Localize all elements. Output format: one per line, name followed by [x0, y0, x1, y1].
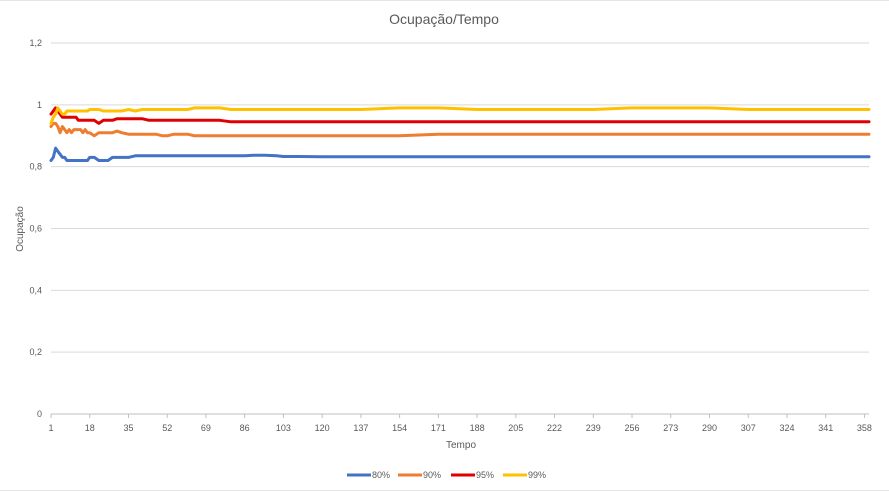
series-lines — [49, 106, 871, 162]
x-tick-label: 358 — [857, 423, 872, 433]
legend-label: 90% — [423, 470, 441, 480]
series-line-95pct — [49, 106, 871, 125]
y-axis-title: Ocupação — [15, 206, 26, 252]
y-tick-label: 1 — [37, 100, 42, 110]
x-tick-label: 222 — [547, 423, 562, 433]
x-tick-label: 239 — [586, 423, 601, 433]
x-tick-label: 273 — [663, 423, 678, 433]
x-tick-label: 290 — [702, 423, 717, 433]
series-line-90pct — [49, 121, 871, 138]
x-axis-tick-labels: 1 18 35 52 69 86 103 120 137 154 171 188 205 222 239 25… — [48, 414, 872, 433]
x-tick-label: 171 — [431, 423, 446, 433]
x-tick-label: 205 — [508, 423, 523, 433]
chart-title: Ocupação/Tempo — [389, 11, 499, 27]
top-border — [0, 0, 889, 1]
x-tick-label: 69 — [201, 423, 211, 433]
x-tick-label: 154 — [392, 423, 407, 433]
x-tick-label: 18 — [85, 423, 95, 433]
x-tick-label: 52 — [162, 423, 172, 433]
x-tick-label: 307 — [741, 423, 756, 433]
x-axis-title: Tempo — [446, 440, 476, 451]
legend-label: 95% — [476, 470, 494, 480]
x-tick-label: 341 — [818, 423, 833, 433]
x-tick-label: 120 — [315, 423, 330, 433]
y-tick-label: 0,8 — [29, 162, 42, 172]
y-tick-label: 0,2 — [29, 347, 42, 357]
x-tick-label: 103 — [276, 423, 291, 433]
legend-label: 80% — [372, 470, 390, 480]
x-tick-label: 35 — [123, 423, 133, 433]
x-tick-label: 86 — [240, 423, 250, 433]
legend: 80% 90% 95% 99% — [347, 470, 546, 480]
y-axis-tick-labels: 0 0,2 0,4 0,6 0,8 1 1,2 — [29, 38, 42, 419]
x-tick-label: 1 — [48, 423, 53, 433]
gridlines — [51, 42, 869, 353]
series-line-80pct — [49, 146, 871, 162]
series-line-99pct — [49, 106, 871, 125]
bottom-border — [0, 490, 889, 491]
x-tick-label: 188 — [470, 423, 485, 433]
legend-label: 99% — [528, 470, 546, 480]
y-tick-label: 0 — [37, 409, 42, 419]
y-tick-label: 0,4 — [29, 285, 42, 295]
y-tick-label: 1,2 — [29, 38, 42, 48]
y-tick-label: 0,6 — [29, 224, 42, 234]
x-tick-label: 256 — [625, 423, 640, 433]
x-tick-label: 324 — [779, 423, 794, 433]
x-tick-label: 137 — [353, 423, 368, 433]
